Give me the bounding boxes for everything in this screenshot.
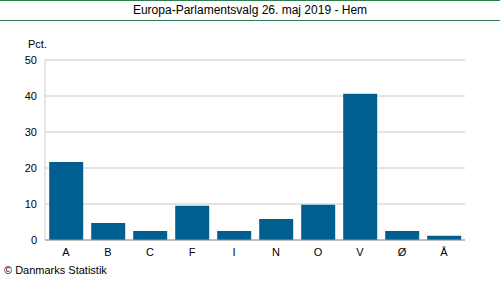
- svg-text:10: 10: [25, 198, 37, 210]
- svg-text:I: I: [232, 246, 235, 258]
- svg-text:Å: Å: [440, 246, 448, 258]
- html-text:Pct.: Pct.: [28, 38, 47, 50]
- svg-text:B: B: [104, 246, 111, 258]
- svg-text:O: O: [314, 246, 323, 258]
- svg-text:A: A: [62, 246, 70, 258]
- svg-text:50: 50: [25, 54, 37, 66]
- svg-text:N: N: [272, 246, 280, 258]
- svg-text:30: 30: [25, 126, 37, 138]
- svg-text:C: C: [146, 246, 154, 258]
- svg-text:20: 20: [25, 162, 37, 174]
- svg-text:F: F: [189, 246, 196, 258]
- html-text:© Danmarks Statistik: © Danmarks Statistik: [4, 264, 107, 276]
- svg-text:V: V: [356, 246, 364, 258]
- svg-text:Ø: Ø: [398, 246, 407, 258]
- html-text:Europa-Parlamentsvalg 26. maj: Europa-Parlamentsvalg 26. maj 2019 - Hem: [132, 3, 368, 17]
- svg-text:40: 40: [25, 90, 37, 102]
- svg-text:0: 0: [31, 234, 37, 246]
